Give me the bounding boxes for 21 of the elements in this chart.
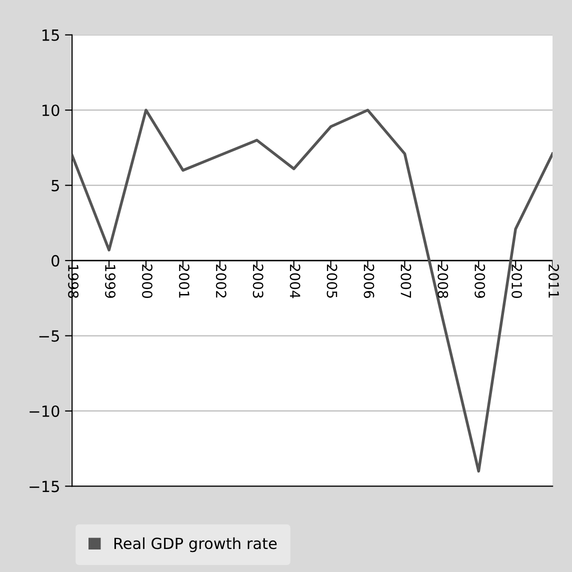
x-tick-label: 2006: [364, 264, 374, 298]
y-tick-label: 0: [52, 255, 60, 267]
y-tick-label: 5: [52, 180, 59, 192]
x-tick-label: 2009: [474, 264, 486, 298]
x-tick-label: 2001: [178, 264, 190, 298]
x-tick-label: 2008: [438, 264, 448, 298]
y-tick-label: −10: [30, 405, 60, 418]
x-tick-label: 1999: [105, 265, 116, 298]
y-tick-label: −15: [30, 480, 59, 492]
y-tick-label: −5: [39, 330, 59, 342]
y-tick-label: 15: [42, 30, 59, 41]
x-tick-label: 2011: [548, 264, 560, 298]
x-tick-label: 2004: [290, 264, 300, 298]
x-tick-label: 2005: [326, 264, 338, 298]
x-tick-label: 2000: [142, 264, 152, 298]
x-tick-label: 2003: [252, 264, 264, 298]
y-tick-label: 10: [42, 104, 60, 116]
x-tick-label: 2002: [216, 264, 226, 298]
legend-label: Real GDP growth rate: [114, 537, 277, 552]
x-tick-label: 2007: [400, 264, 412, 298]
x-tick-label: 2010: [512, 264, 522, 298]
